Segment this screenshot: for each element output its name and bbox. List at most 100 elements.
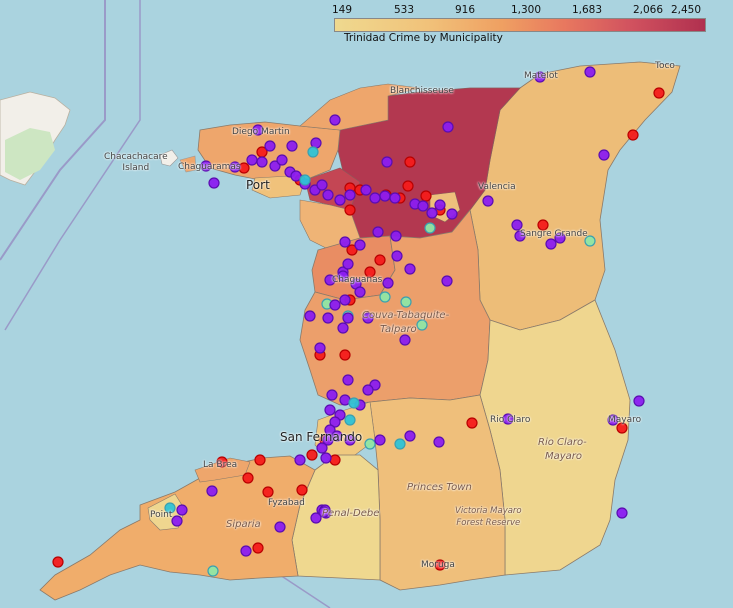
crime-marker-violet[interactable] [379,190,391,202]
crime-marker-violet[interactable] [441,275,453,287]
crime-marker-violet[interactable] [389,192,401,204]
crime-marker-violet[interactable] [502,413,514,425]
crime-marker-violet[interactable] [354,239,366,251]
crime-marker-red[interactable] [537,219,549,231]
crime-marker-violet[interactable] [391,250,403,262]
crime-marker-violet[interactable] [322,189,334,201]
crime-marker-violet[interactable] [229,161,241,173]
crime-marker-red[interactable] [434,559,446,571]
crime-marker-violet[interactable] [324,274,336,286]
crime-marker-violet[interactable] [511,219,523,231]
crime-marker-violet[interactable] [446,208,458,220]
crime-marker-violet[interactable] [390,230,402,242]
crime-marker-violet[interactable] [362,312,374,324]
crime-marker-violet[interactable] [318,506,330,518]
crime-marker-violet[interactable] [208,177,220,189]
crime-marker-violet[interactable] [246,154,258,166]
crime-marker-cyan[interactable] [307,146,319,158]
crime-marker-red[interactable] [402,180,414,192]
crime-marker-violet[interactable] [633,395,645,407]
crime-marker-red[interactable] [296,484,308,496]
crime-marker-violet[interactable] [269,160,281,172]
crime-marker-violet[interactable] [252,124,264,136]
crime-marker-violet[interactable] [329,416,341,428]
crime-marker-red[interactable] [52,556,64,568]
crime-marker-violet[interactable] [417,200,429,212]
crime-marker-green[interactable] [207,565,219,577]
crime-marker-violet[interactable] [256,156,268,168]
crime-marker-violet[interactable] [322,312,334,324]
crime-marker-violet[interactable] [342,258,354,270]
crime-marker-red[interactable] [466,417,478,429]
crime-marker-violet[interactable] [598,149,610,161]
crime-marker-red[interactable] [364,266,376,278]
crime-marker-red[interactable] [616,422,628,434]
crime-marker-violet[interactable] [442,121,454,133]
crime-marker-violet[interactable] [200,160,212,172]
crime-marker-cyan[interactable] [344,414,356,426]
crime-marker-red[interactable] [254,454,266,466]
crime-marker-violet[interactable] [240,545,252,557]
crime-marker-violet[interactable] [360,184,372,196]
crime-marker-violet[interactable] [339,236,351,248]
crime-marker-violet[interactable] [482,195,494,207]
crime-marker-red[interactable] [404,156,416,168]
crime-marker-red[interactable] [627,129,639,141]
crime-marker-violet[interactable] [426,207,438,219]
crime-marker-violet[interactable] [534,71,546,83]
crime-marker-violet[interactable] [176,504,188,516]
crime-marker-violet[interactable] [382,277,394,289]
crime-marker-green[interactable] [584,235,596,247]
crime-marker-violet[interactable] [314,342,326,354]
crime-marker-violet[interactable] [554,232,566,244]
crime-marker-red[interactable] [329,454,341,466]
crime-marker-violet[interactable] [404,263,416,275]
crime-marker-violet[interactable] [434,199,446,211]
crime-marker-violet[interactable] [294,454,306,466]
crime-marker-violet[interactable] [404,430,416,442]
crime-marker-violet[interactable] [337,322,349,334]
crime-marker-violet[interactable] [339,294,351,306]
crime-marker-cyan[interactable] [394,438,406,450]
crime-marker-violet[interactable] [362,384,374,396]
crime-marker-red[interactable] [216,456,228,468]
crime-marker-violet[interactable] [354,286,366,298]
crime-marker-violet[interactable] [334,194,346,206]
crime-marker-violet[interactable] [310,512,322,524]
crime-marker-violet[interactable] [206,485,218,497]
crime-marker-violet[interactable] [286,140,298,152]
crime-marker-cyan[interactable] [164,502,176,514]
crime-marker-violet[interactable] [381,156,393,168]
crime-marker-violet[interactable] [326,389,338,401]
crime-marker-violet[interactable] [329,114,341,126]
crime-marker-red[interactable] [344,204,356,216]
crime-marker-violet[interactable] [399,334,411,346]
crime-marker-violet[interactable] [264,140,276,152]
crime-marker-red[interactable] [262,486,274,498]
crime-marker-violet[interactable] [274,521,286,533]
crime-marker-violet[interactable] [344,189,356,201]
crime-marker-violet[interactable] [322,434,334,446]
crime-marker-violet[interactable] [344,434,356,446]
crime-marker-violet[interactable] [342,374,354,386]
crime-marker-violet[interactable] [324,404,336,416]
crime-marker-green[interactable] [364,438,376,450]
crime-marker-cyan[interactable] [299,174,311,186]
crime-marker-violet[interactable] [316,179,328,191]
crime-marker-green[interactable] [400,296,412,308]
crime-marker-violet[interactable] [342,312,354,324]
crime-marker-violet[interactable] [331,430,343,442]
crime-marker-violet[interactable] [304,310,316,322]
crime-marker-violet[interactable] [545,238,557,250]
crime-marker-violet[interactable] [337,270,349,282]
crime-marker-green[interactable] [416,319,428,331]
crime-marker-red[interactable] [653,87,665,99]
crime-marker-violet[interactable] [316,442,328,454]
crime-marker-violet[interactable] [276,154,288,166]
crime-marker-violet[interactable] [171,515,183,527]
crime-marker-red[interactable] [339,349,351,361]
crime-marker-red[interactable] [346,244,358,256]
crime-marker-violet[interactable] [374,434,386,446]
crime-marker-violet[interactable] [607,414,619,426]
